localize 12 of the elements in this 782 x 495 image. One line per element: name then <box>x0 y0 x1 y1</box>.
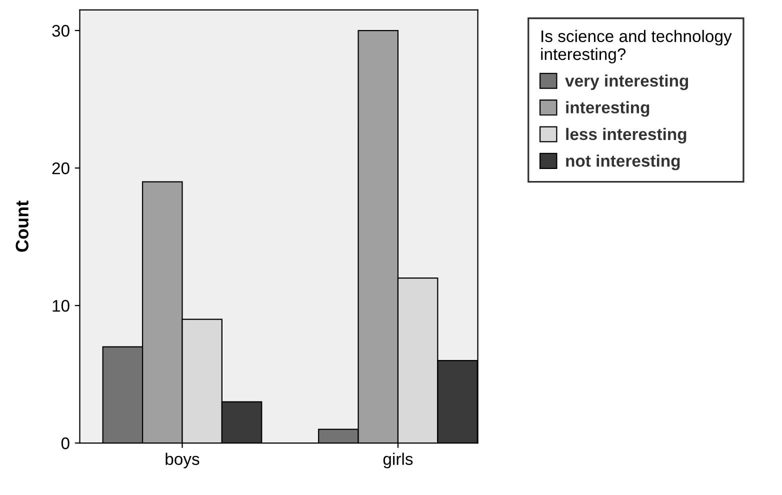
x-tick-label: girls <box>383 452 413 468</box>
y-tick-label: 10 <box>52 300 70 312</box>
y-tick-label: 0 <box>61 437 70 450</box>
y-tick-label: 20 <box>52 162 70 174</box>
y-tick-label: 30 <box>52 24 70 37</box>
legend-title: Is science and technology interesting? <box>541 30 732 64</box>
y-axis-title: Count <box>16 200 28 252</box>
legend-label: very interesting <box>565 74 688 90</box>
x-tick-label: boys <box>166 452 200 468</box>
legend-label: not interesting <box>566 154 680 170</box>
legend-label: less interesting <box>566 128 686 144</box>
legend-label: interesting <box>566 101 650 117</box>
